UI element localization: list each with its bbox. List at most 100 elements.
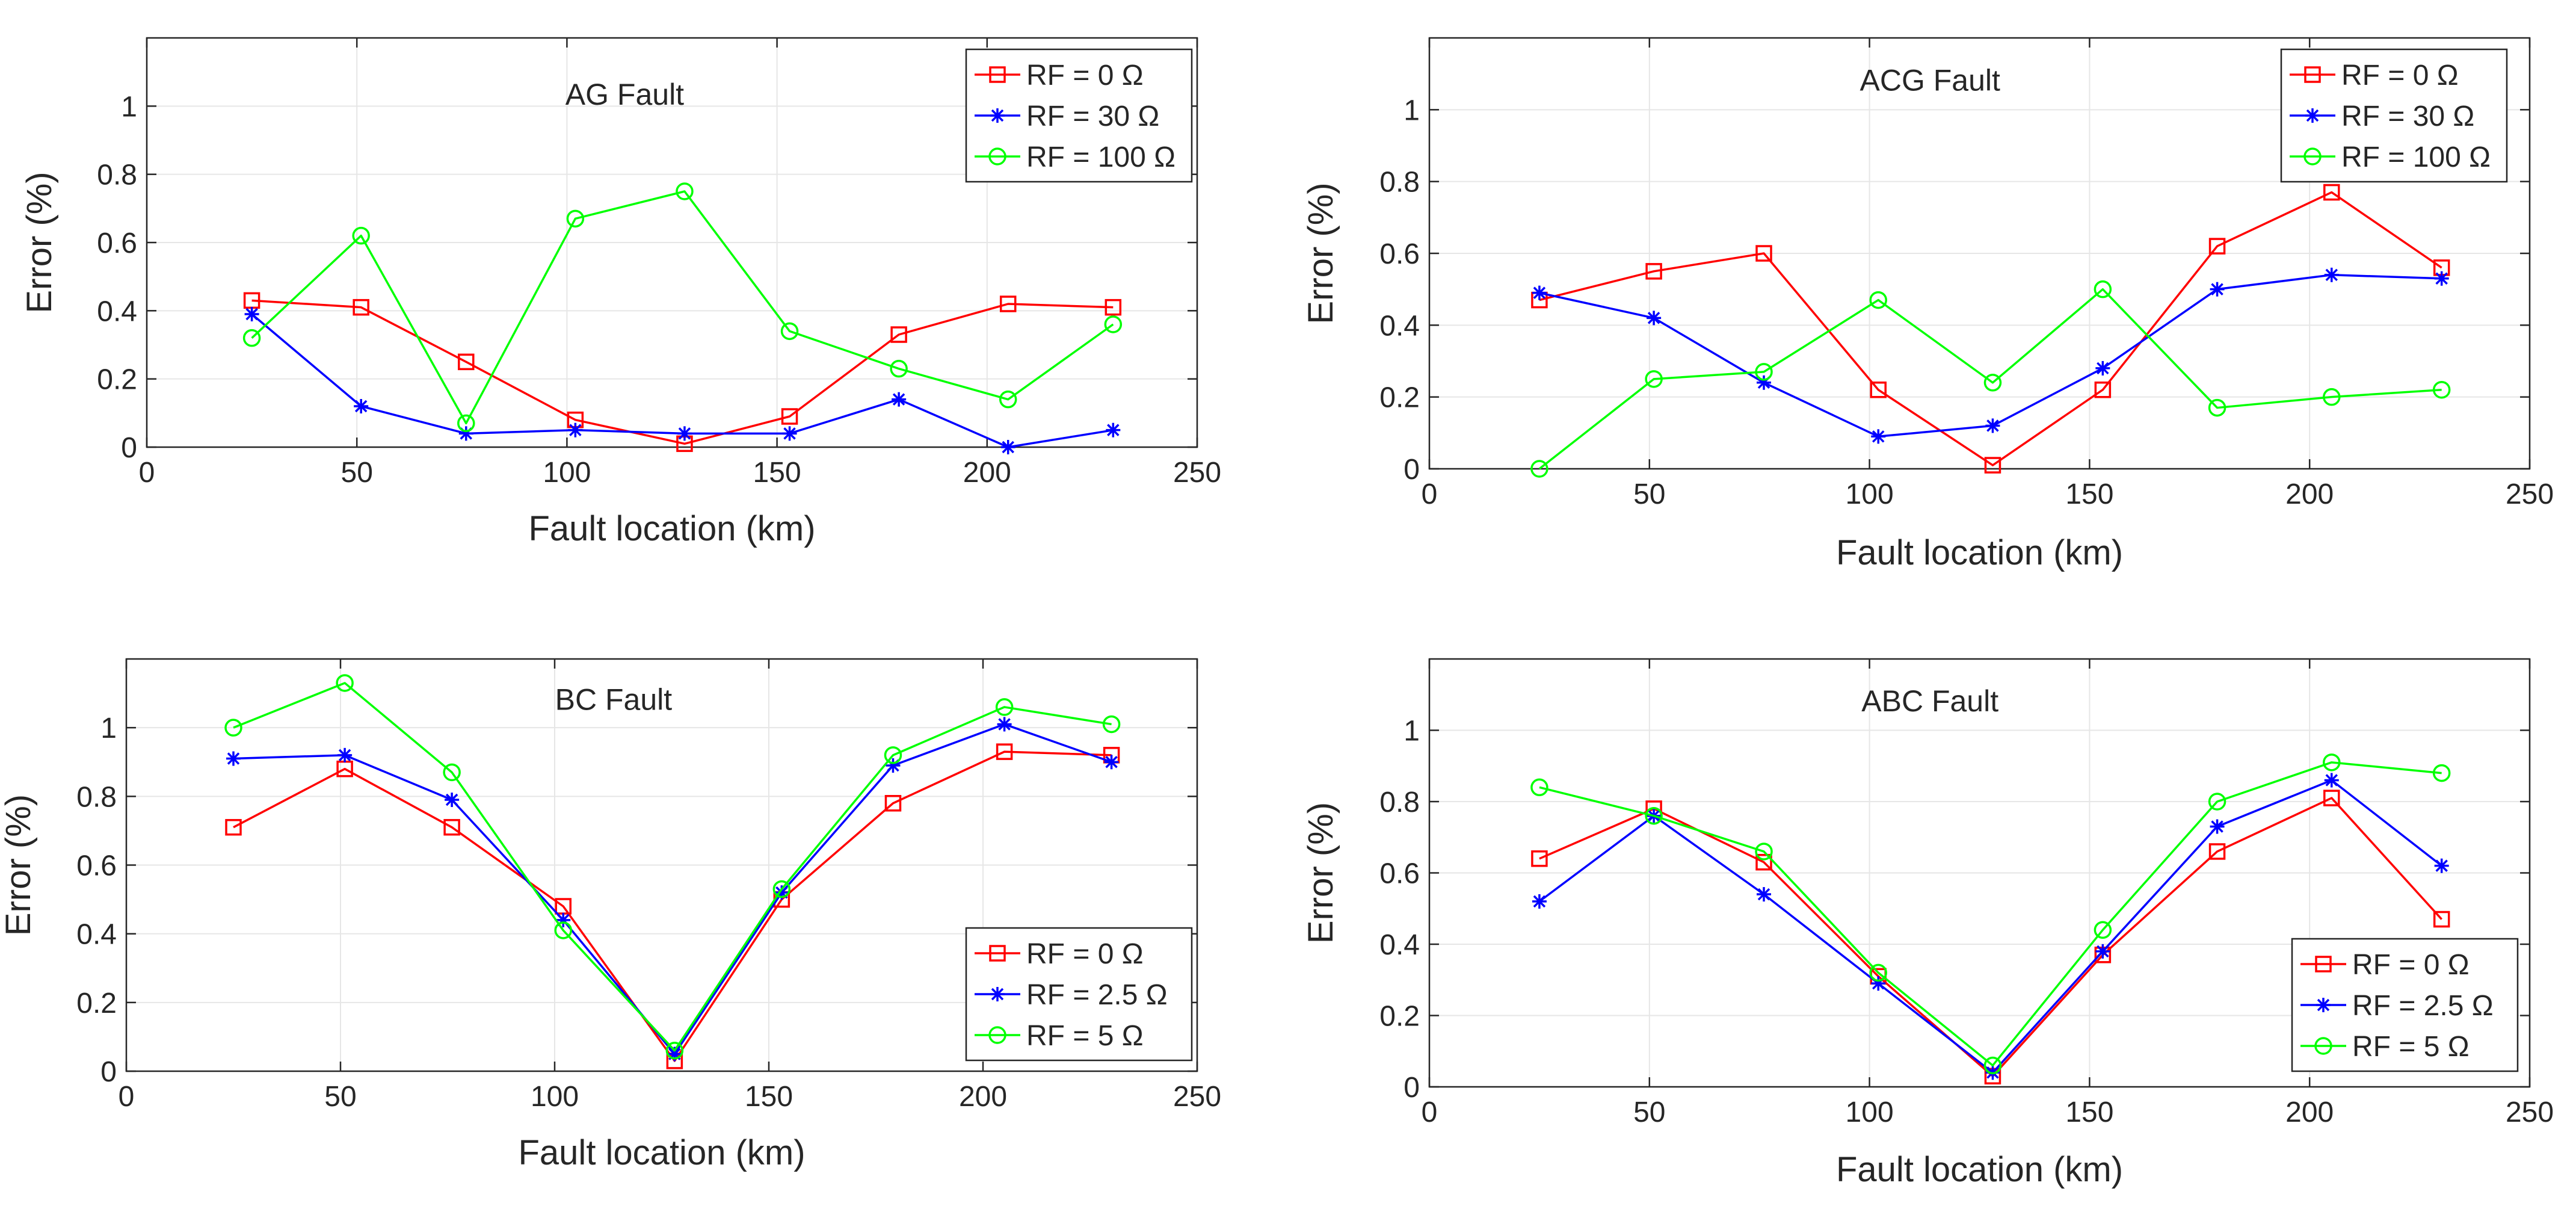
chart-panel-3: 0 50 100 150 200 250 0 0.2 0.4 0.6 0.8 1 Fault locat… — [0, 658, 1221, 1172]
x-tick-label: 100 — [1846, 1096, 1894, 1128]
x-tick-label: 50 — [1633, 478, 1665, 510]
x-tick-label: 0 — [119, 1081, 135, 1113]
y-tick-label: 0.2 — [1379, 1001, 1420, 1033]
x-tick-label: 100 — [543, 457, 591, 489]
data-point-s2-9 — [1104, 755, 1119, 770]
x-tick-label: 150 — [745, 1081, 793, 1113]
data-point-s2-5 — [677, 426, 692, 441]
y-tick-label: 0.8 — [1379, 167, 1420, 199]
data-point-s2-2 — [354, 399, 369, 413]
y-tick-label: 0.2 — [97, 364, 137, 396]
legend-label: RF = 2.5 Ω — [1026, 979, 1168, 1011]
x-tick-label: 100 — [531, 1081, 579, 1113]
legend-label: RF = 5 Ω — [1026, 1020, 1144, 1052]
data-point-s2-4 — [568, 422, 583, 438]
data-point-s1-7 — [884, 795, 902, 812]
data-point-s3-8 — [2323, 753, 2341, 772]
legend-label: RF = 2.5 Ω — [2352, 990, 2494, 1022]
x-tick-label: 150 — [753, 457, 801, 489]
legend-marker — [989, 66, 1006, 83]
data-point-s1-2 — [353, 298, 369, 316]
data-point-s3-1 — [224, 719, 242, 737]
y-tick-label: 0.2 — [76, 988, 117, 1019]
data-point-s2-3 — [445, 793, 460, 808]
data-point-s2-2 — [337, 747, 353, 762]
x-tick-label: 250 — [1173, 457, 1221, 489]
data-point-s2-1 — [1532, 894, 1547, 909]
x-tick-label: 200 — [959, 1081, 1007, 1113]
data-point-s3-8 — [999, 390, 1017, 409]
legend-marker — [988, 1026, 1006, 1044]
legend-label: RF = 30 Ω — [2341, 100, 2474, 132]
data-point-s2-8 — [997, 717, 1012, 732]
y-tick-label: 0 — [100, 1056, 117, 1088]
x-tick-label: 150 — [2065, 478, 2113, 510]
data-point-s2-7 — [2210, 819, 2225, 834]
data-point-s1-6 — [781, 408, 798, 425]
data-point-s1-3 — [1755, 245, 1772, 262]
x-tick-label: 200 — [963, 457, 1011, 489]
x-tick-label: 200 — [2285, 1096, 2334, 1128]
x-tick-label: 250 — [2506, 478, 2554, 510]
data-point-s1-5 — [1984, 457, 2001, 474]
data-point-s3-5 — [1983, 1056, 2002, 1075]
y-axis-label: Error (%) — [0, 794, 38, 936]
legend-marker — [2303, 147, 2322, 165]
data-point-s2-9 — [2434, 858, 2449, 873]
data-point-s3-1 — [1530, 778, 1548, 797]
series-line-1 — [1539, 191, 2442, 466]
data-point-s3-2 — [1645, 806, 1663, 825]
data-point-s3-5 — [676, 182, 694, 200]
legend-label: RF = 0 Ω — [2341, 60, 2459, 91]
series-line-3 — [233, 682, 1112, 1052]
x-tick-label: 50 — [341, 457, 373, 489]
data-point-s3-4 — [554, 921, 572, 939]
legend-marker — [2304, 66, 2321, 83]
data-point-s3-3 — [457, 414, 475, 433]
data-point-s3-4 — [1869, 291, 1887, 309]
data-point-s3-3 — [1755, 843, 1773, 861]
y-tick-label: 1 — [121, 91, 137, 123]
data-point-s2-9 — [2434, 271, 2449, 286]
data-point-s3-9 — [1102, 715, 1121, 734]
data-point-s2-5 — [1985, 418, 2000, 433]
data-point-s1-3 — [443, 818, 460, 836]
data-point-s2-1 — [1532, 285, 1547, 300]
data-point-s3-3 — [1755, 363, 1773, 381]
data-point-s1-4 — [1870, 381, 1887, 398]
y-tick-label: 0 — [1404, 454, 1420, 486]
data-point-s2-8 — [1000, 440, 1015, 454]
legend-marker — [990, 108, 1005, 123]
legend-marker — [2314, 1037, 2332, 1055]
x-tick-label: 50 — [1633, 1096, 1665, 1128]
chart-title: BC Fault — [555, 683, 673, 717]
chart-panel-1: 0 50 100 150 200 250 0 0.2 0.4 0.6 0.8 1 Fault locat… — [20, 37, 1221, 548]
data-point-s2-1 — [244, 307, 259, 321]
data-point-s3-6 — [772, 880, 791, 898]
data-point-s3-4 — [566, 209, 585, 228]
data-point-s2-3 — [1757, 887, 1772, 902]
data-point-s1-1 — [225, 818, 242, 836]
data-point-s1-8 — [996, 743, 1013, 760]
data-point-s2-6 — [2095, 944, 2110, 959]
x-tick-label: 200 — [2285, 478, 2334, 510]
data-point-s3-6 — [2094, 921, 2112, 939]
data-point-s3-7 — [884, 746, 902, 764]
x-axis-label: Fault location (km) — [518, 1133, 805, 1172]
legend-label: RF = 100 Ω — [2341, 141, 2491, 173]
data-point-s3-7 — [890, 359, 908, 378]
data-point-s3-2 — [352, 226, 370, 245]
legend: RF = 0 Ω RF = 30 Ω RF = 100 Ω — [965, 48, 1193, 183]
legend-marker — [2315, 956, 2332, 973]
data-point-s2-7 — [892, 392, 907, 407]
y-axis-label: Error (%) — [1301, 182, 1340, 324]
data-point-s3-5 — [665, 1042, 684, 1060]
data-point-s3-2 — [1645, 370, 1663, 388]
data-point-s2-2 — [1647, 311, 1662, 326]
data-point-s1-3 — [1755, 853, 1772, 871]
data-point-s1-7 — [2208, 843, 2226, 860]
data-point-s1-9 — [1105, 298, 1122, 316]
chart-panel-2: 0 50 100 150 200 250 0 0.2 0.4 0.6 0.8 1 Fault locat… — [1301, 37, 2554, 572]
x-axis-label: Fault location (km) — [1836, 1150, 2123, 1189]
legend-marker — [989, 945, 1006, 962]
